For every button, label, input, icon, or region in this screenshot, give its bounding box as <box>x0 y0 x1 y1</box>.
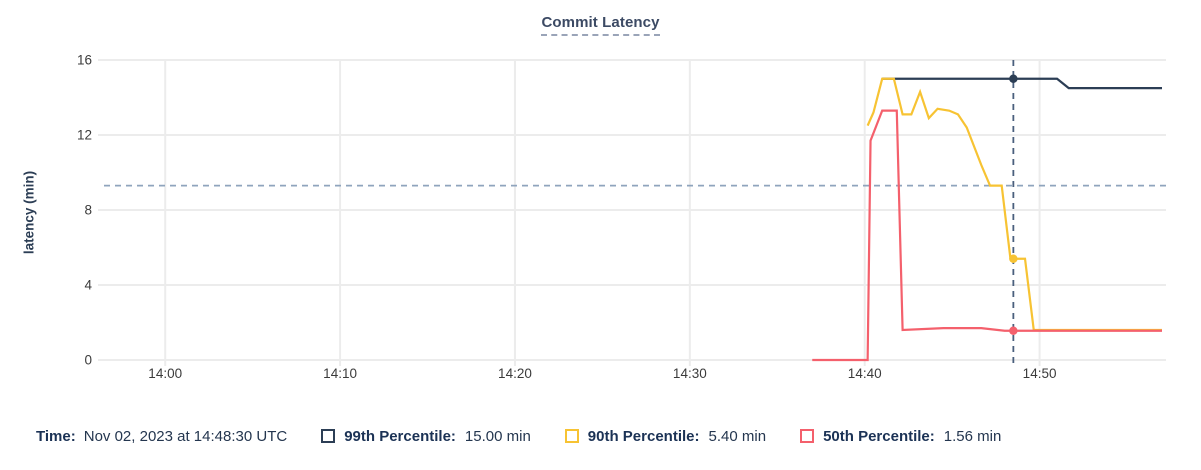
legend-label-p99: 99th Percentile: <box>344 427 456 445</box>
series-line-p99 <box>882 77 1162 90</box>
legend-value-p90: 5.40 min <box>708 427 767 445</box>
y-tick-label: 16 <box>76 52 92 68</box>
legend-value-p99: 15.00 min <box>464 427 531 445</box>
chart-title-text: Commit Latency <box>541 14 660 36</box>
legend-time-label: Time: <box>36 427 76 445</box>
plot-area[interactable] <box>98 59 1166 366</box>
x-tick-label: 14:50 <box>1022 366 1057 381</box>
y-tick-label: 8 <box>84 202 92 218</box>
legend-entry-p99[interactable]: 99th Percentile: 15.00 min <box>321 428 531 445</box>
plot-svg <box>98 59 1166 366</box>
y-tick-label: 0 <box>84 352 92 368</box>
series-line-p90 <box>866 77 1162 332</box>
legend-entry-p50[interactable]: 50th Percentile: 1.56 min <box>800 428 1001 445</box>
x-axis-tick-labels: 14:00 14:10 14:20 14:30 14:40 14:50 <box>104 366 1162 392</box>
cursor-marker-p90 <box>1009 254 1018 263</box>
legend-swatch-p90 <box>564 429 579 443</box>
legend-time-value: Nov 02, 2023 at 14:48:30 UTC <box>83 427 288 445</box>
x-tick-label: 14:30 <box>672 366 707 381</box>
legend-label-p90: 90th Percentile: <box>587 427 700 445</box>
legend-swatch-p99 <box>321 429 336 443</box>
y-tick-label: 4 <box>84 277 92 293</box>
y-tick-label: 12 <box>76 127 92 143</box>
x-tick-label: 14:00 <box>148 366 183 381</box>
cursor-marker-p99 <box>1009 74 1018 83</box>
y-axis-tick-labels: 0 4 8 12 16 <box>46 53 92 368</box>
x-tick-label: 14:20 <box>498 366 532 381</box>
x-tick-label: 14:40 <box>847 366 882 381</box>
legend-time: Time: Nov 02, 2023 at 14:48:30 UTC <box>36 428 287 445</box>
tooltip-legend-bar: Time: Nov 02, 2023 at 14:48:30 UTC 99th … <box>0 414 1201 458</box>
legend-value-p50: 1.56 min <box>943 427 1002 445</box>
y-axis-title: latency (min) <box>21 170 37 255</box>
legend-entry-p90[interactable]: 90th Percentile: 5.40 min <box>564 427 767 445</box>
legend-swatch-p50 <box>800 429 815 443</box>
chart-title: Commit Latency <box>0 14 1201 36</box>
series-line-p50 <box>812 109 1162 362</box>
legend-label-p50: 50th Percentile: <box>823 427 935 445</box>
cursor-marker-p50 <box>1009 326 1018 335</box>
x-tick-label: 14:10 <box>323 366 357 381</box>
